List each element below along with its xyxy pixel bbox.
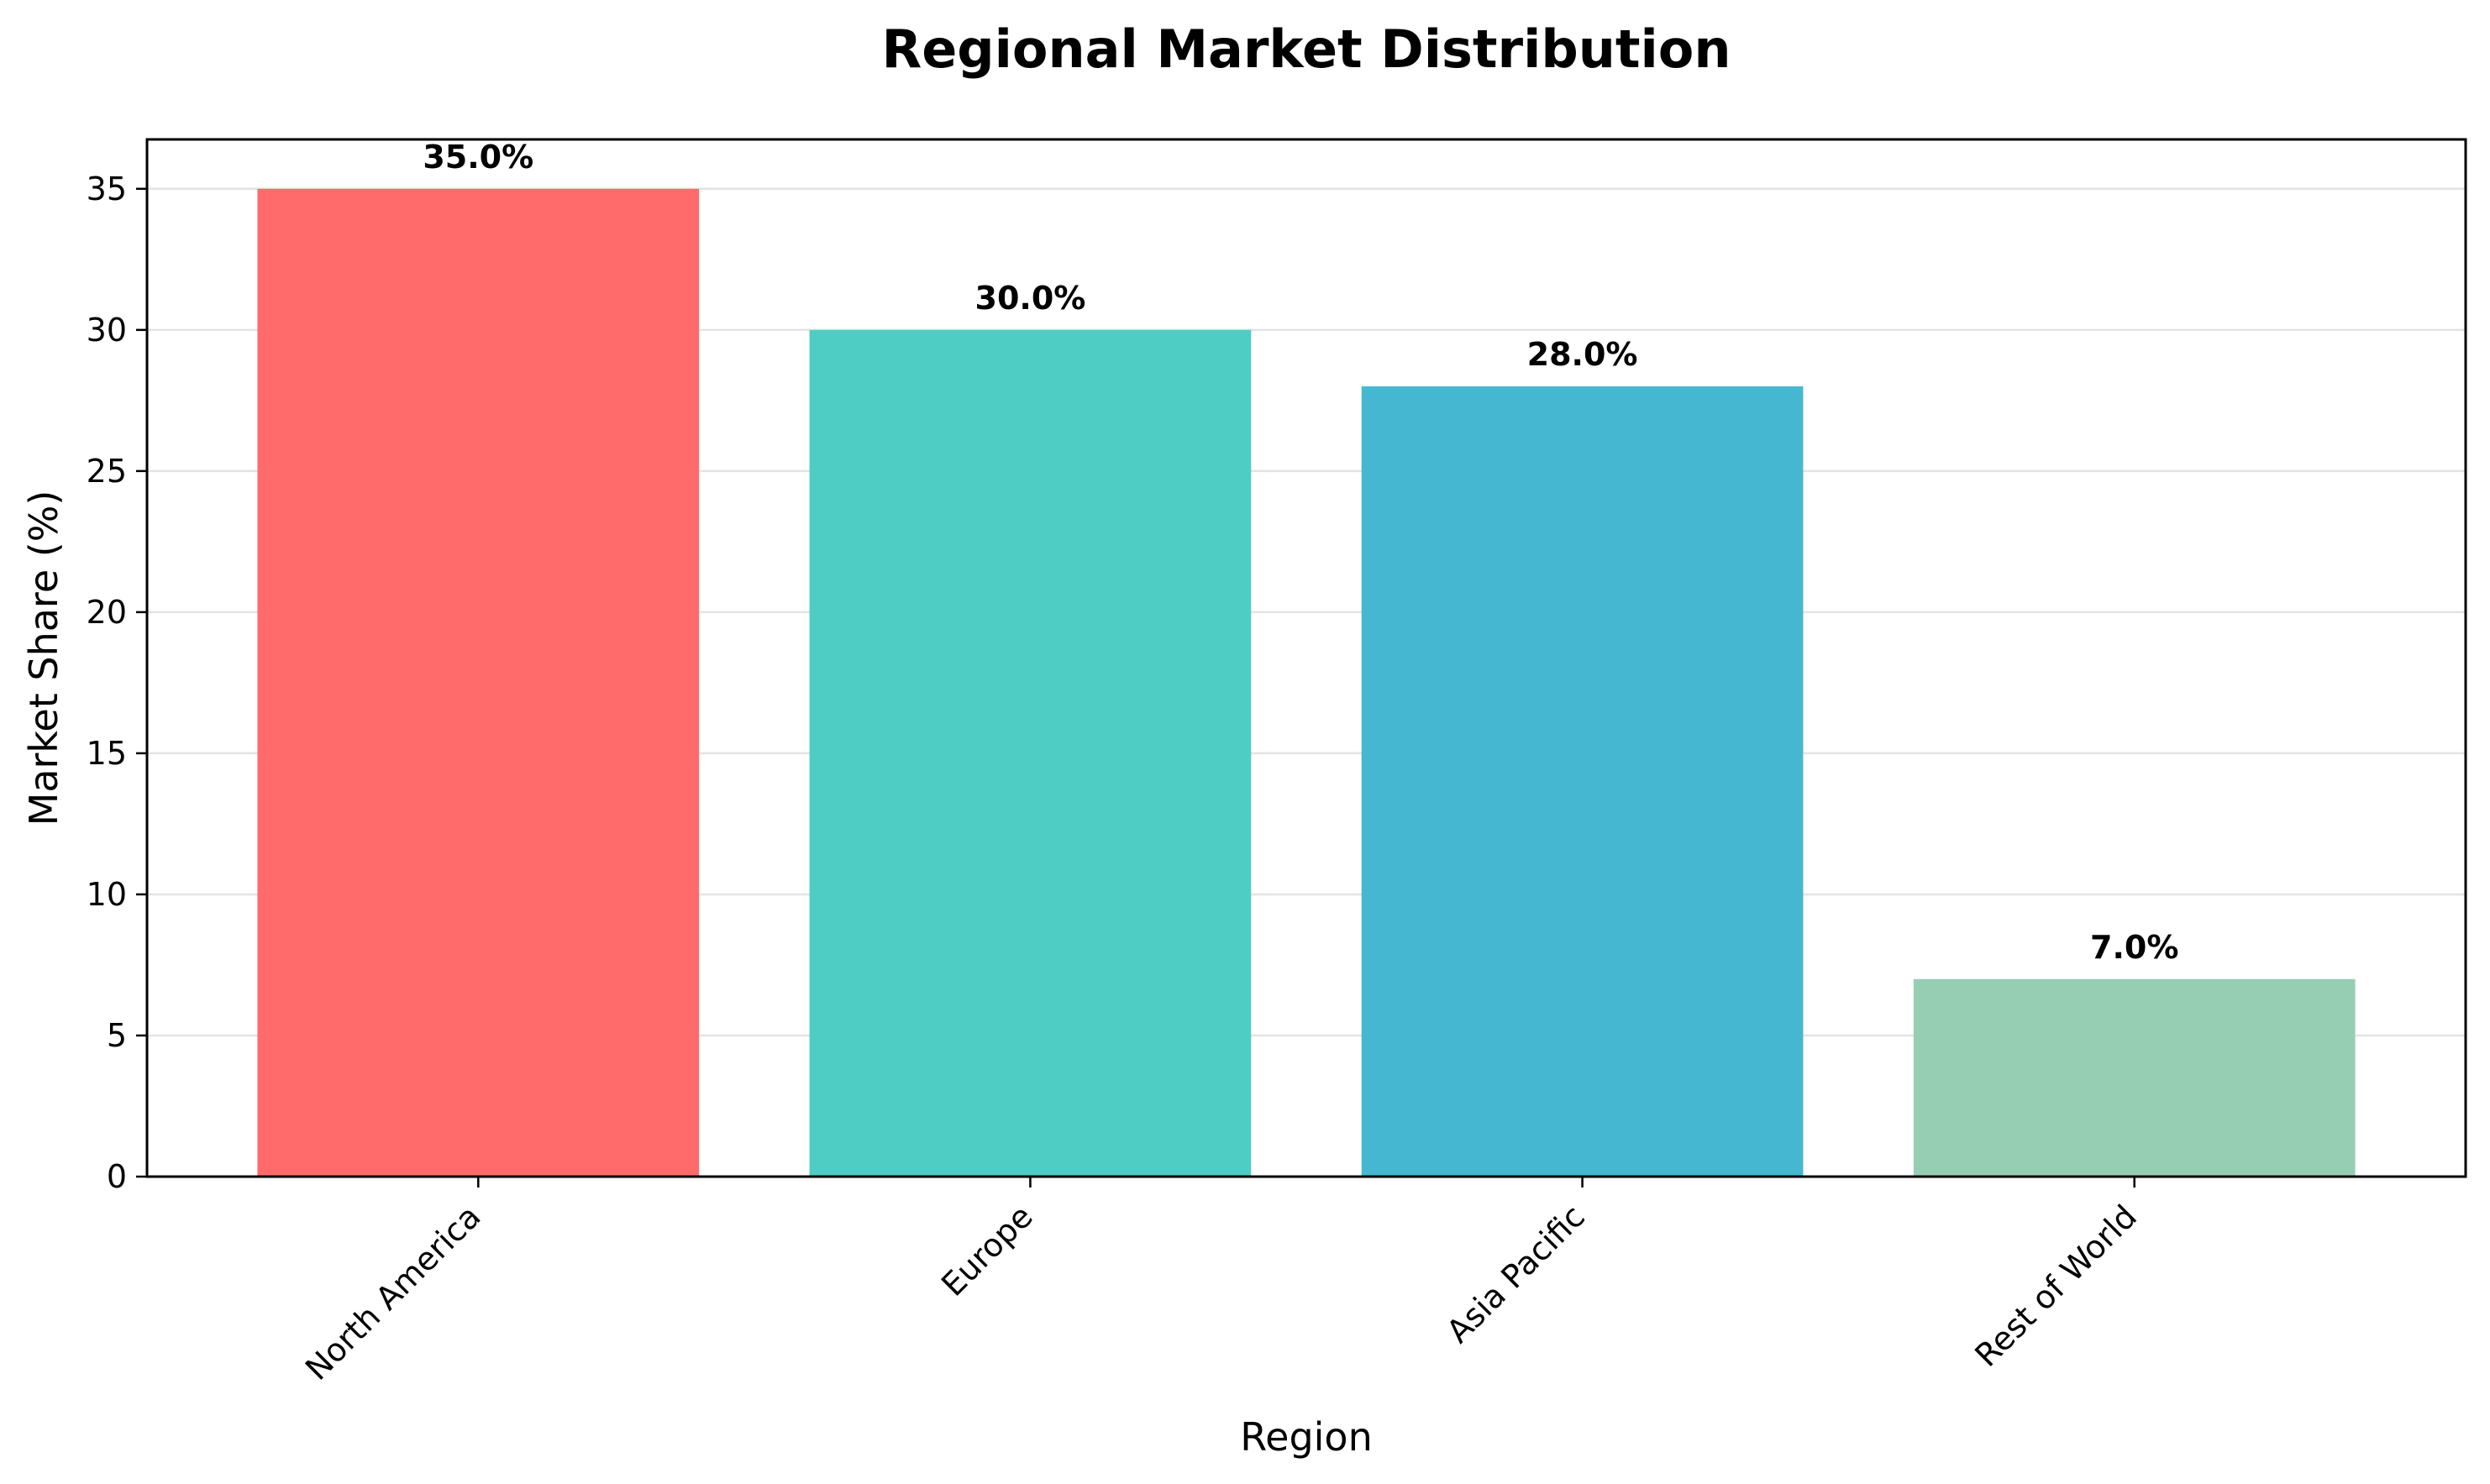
x-axis-title: Region	[1240, 1414, 1372, 1460]
data-label: 30.0%	[975, 280, 1086, 317]
y-axis-ticks: 0 5 10 15 20 25 30 35	[87, 170, 147, 1195]
y-axis-title: Market Share (%)	[21, 490, 66, 826]
data-label: 35.0%	[423, 139, 533, 176]
bar	[1913, 978, 2356, 1177]
data-label: 28.0%	[1527, 336, 1638, 373]
bar	[1361, 386, 1804, 1177]
data-labels: 35.0% 30.0% 28.0% 7.0%	[423, 139, 2178, 966]
bars	[257, 188, 2356, 1177]
y-tick-label: 25	[87, 453, 127, 490]
y-tick-label: 0	[107, 1158, 127, 1195]
bar	[257, 188, 700, 1177]
y-tick-label: 15	[87, 735, 127, 772]
data-label: 7.0%	[2090, 929, 2178, 966]
y-tick-label: 30	[87, 312, 127, 349]
y-tick-label: 35	[87, 170, 127, 207]
y-tick-label: 5	[107, 1017, 127, 1054]
bar	[809, 329, 1252, 1177]
y-tick-label: 10	[87, 876, 127, 913]
y-tick-label: 20	[87, 594, 127, 631]
plot-frame	[145, 138, 2467, 1178]
chart-title: Regional Market Distribution	[881, 18, 1731, 80]
